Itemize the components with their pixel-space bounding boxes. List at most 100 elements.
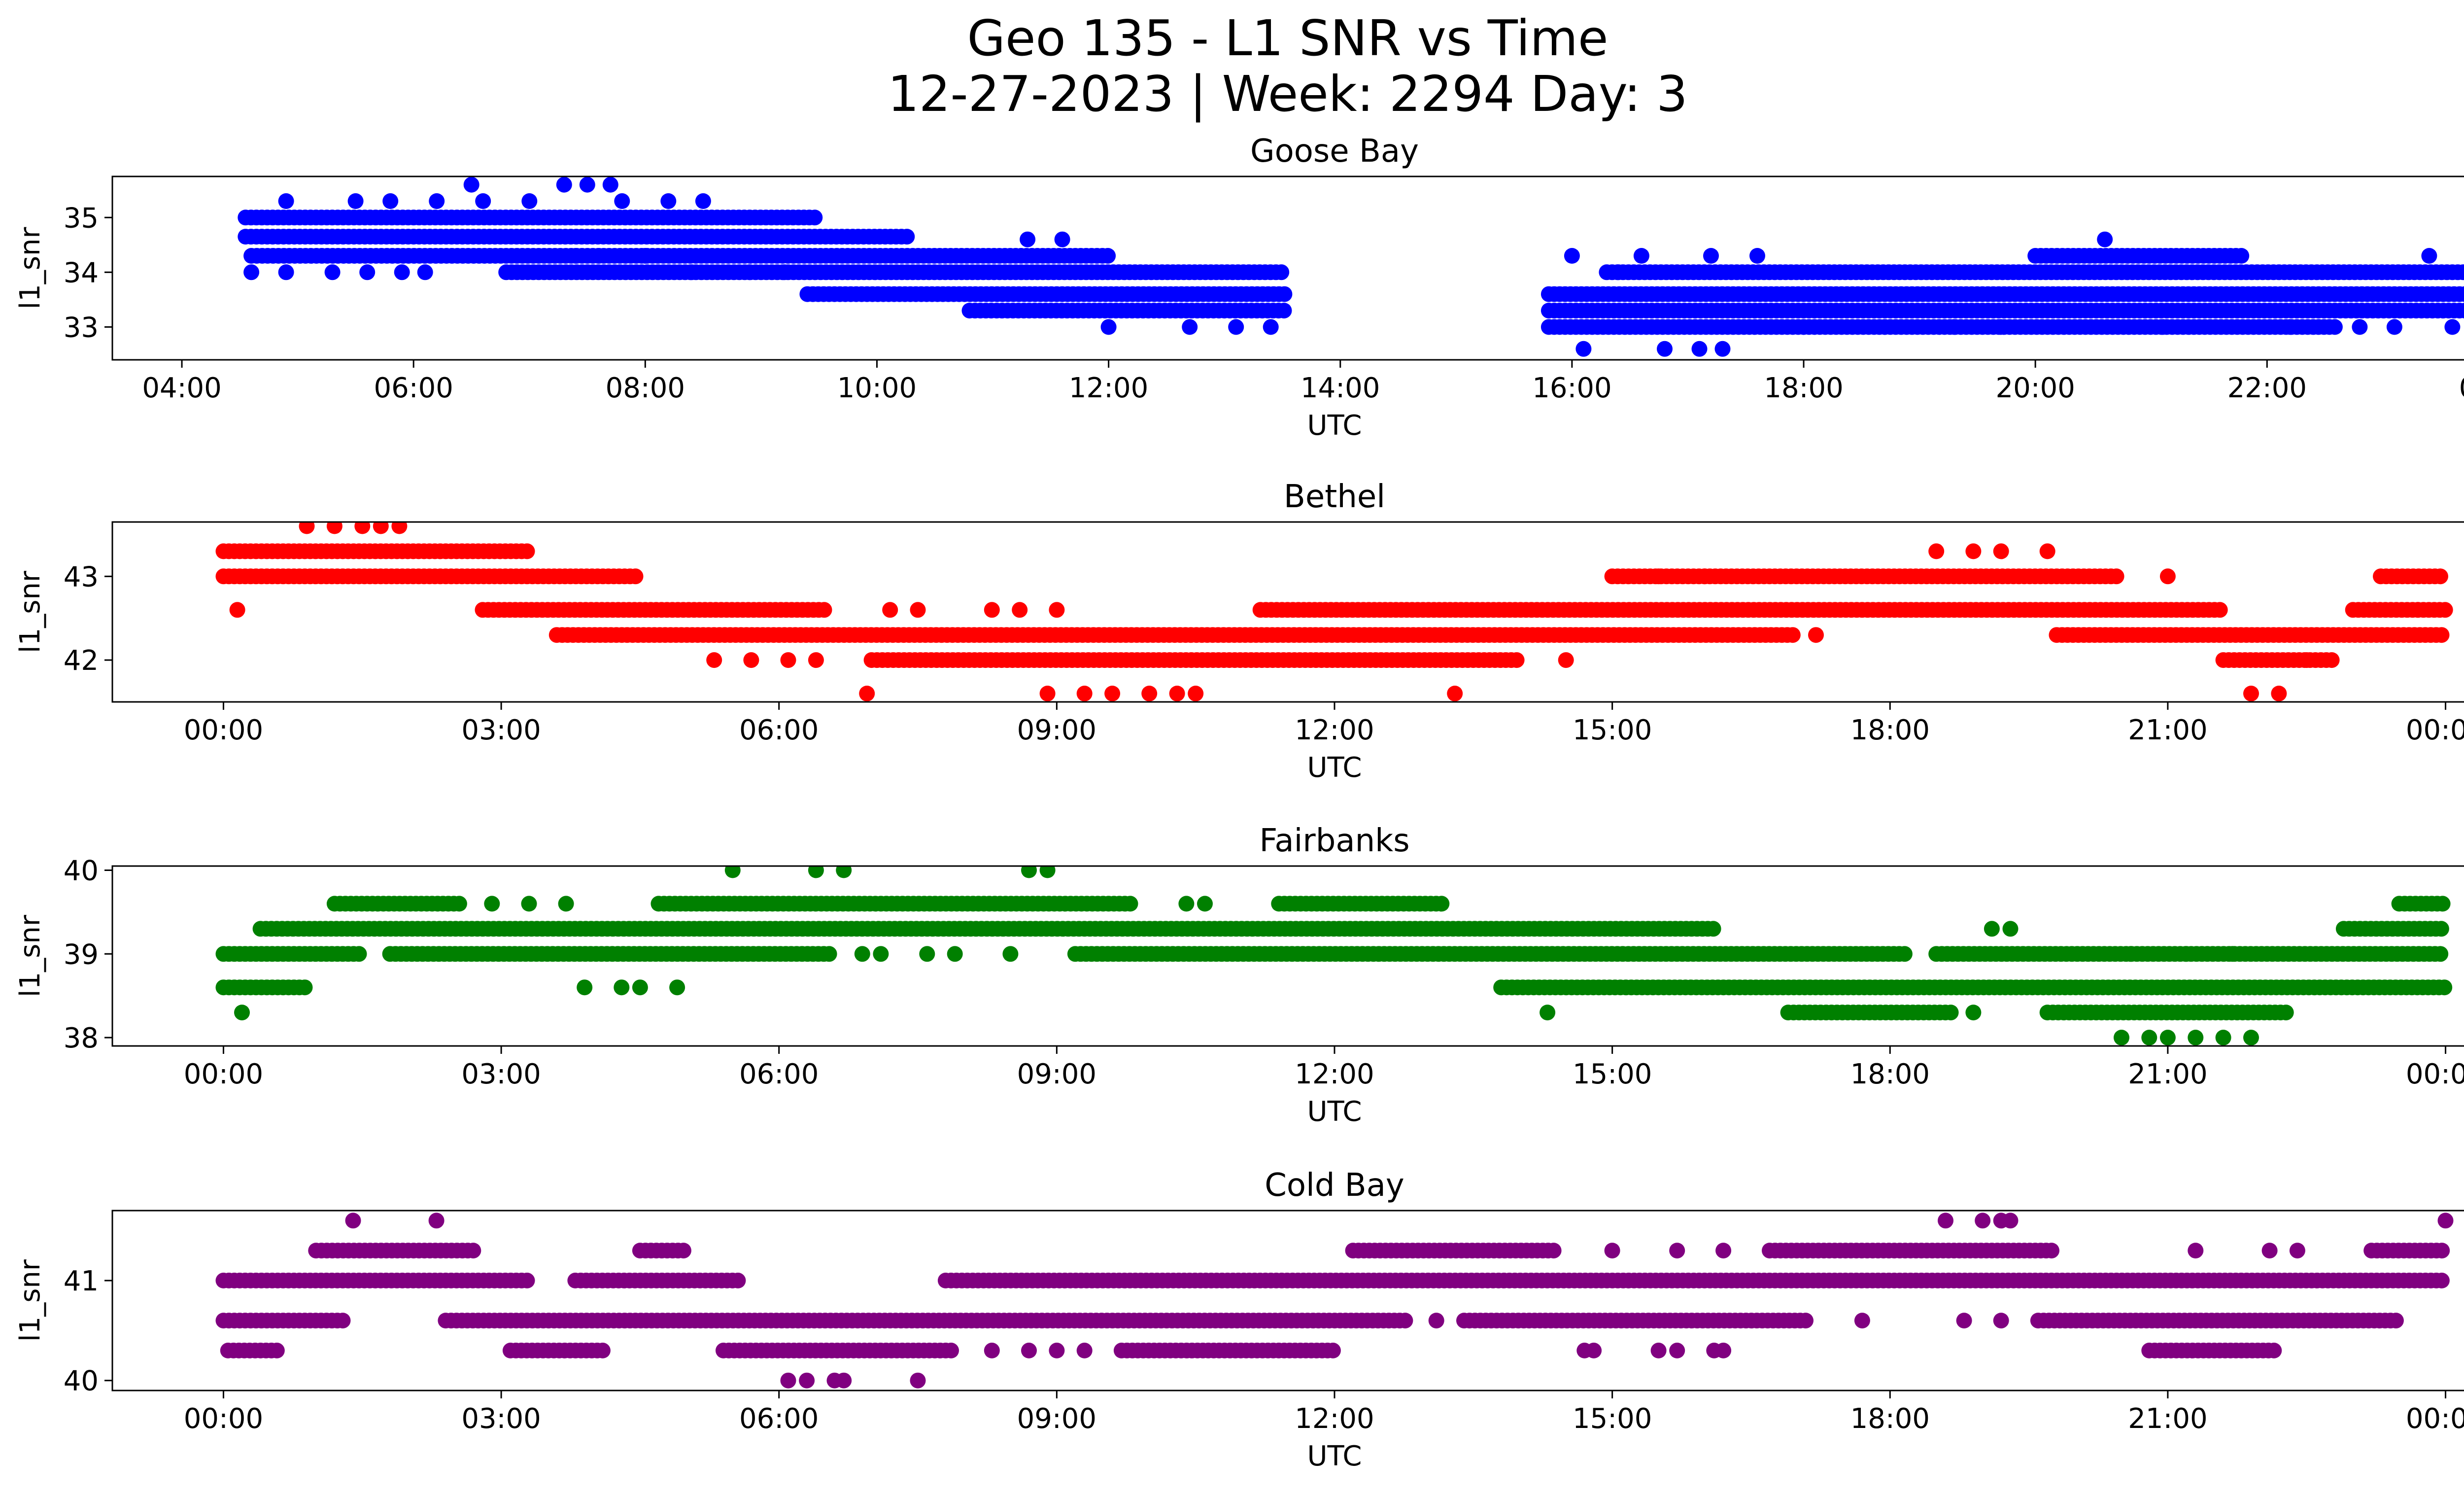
x-tick-label: 00:00 xyxy=(2406,1403,2464,1435)
x-tick-label: 03:00 xyxy=(461,1058,541,1090)
data-point xyxy=(1054,231,1070,247)
data-point xyxy=(1938,1213,1953,1229)
data-point xyxy=(451,896,467,912)
data-point xyxy=(484,896,500,912)
data-point xyxy=(299,522,315,534)
data-point xyxy=(2324,652,2340,668)
x-tick-label: 21:00 xyxy=(2128,1403,2207,1435)
data-point xyxy=(2298,652,2315,668)
axes-frame xyxy=(111,175,2464,361)
data-point xyxy=(345,1213,361,1229)
data-point xyxy=(1604,1243,1620,1259)
data-point xyxy=(2282,319,2298,335)
data-point xyxy=(558,896,574,912)
data-point xyxy=(324,264,341,280)
data-point xyxy=(854,946,870,962)
y-tick-label: 34 xyxy=(64,257,99,289)
data-point xyxy=(1049,602,1065,618)
data-point xyxy=(1956,1313,1972,1329)
data-point xyxy=(428,1213,445,1229)
x-tick-label: 00:00 xyxy=(2406,1058,2464,1090)
data-point xyxy=(2462,289,2464,299)
data-point xyxy=(335,1313,351,1329)
x-tick-label: 00:00 xyxy=(2459,372,2464,404)
data-point xyxy=(2178,946,2194,962)
y-axis-label: l1_snr xyxy=(14,914,46,997)
data-point xyxy=(2437,1213,2454,1229)
data-point xyxy=(602,176,618,193)
x-tick-label: 04:00 xyxy=(142,372,221,404)
data-point xyxy=(675,1243,691,1259)
data-point xyxy=(2457,286,2464,302)
data-point xyxy=(660,193,677,209)
data-point xyxy=(1705,921,1721,937)
data-point xyxy=(2432,946,2449,962)
x-tick-label: 00:00 xyxy=(184,714,263,746)
x-tick-label: 20:00 xyxy=(1995,372,2075,404)
data-point xyxy=(882,602,898,618)
data-point xyxy=(2457,303,2464,318)
x-tick-label: 00:00 xyxy=(184,1403,263,1435)
data-point xyxy=(1002,946,1019,962)
data-point xyxy=(1714,341,1731,357)
y-tick-label: 41 xyxy=(64,1265,99,1297)
data-point xyxy=(269,1342,285,1358)
data-point xyxy=(1169,686,1185,701)
data-point xyxy=(2108,568,2124,585)
data-point xyxy=(594,1342,611,1358)
x-tick-label: 06:00 xyxy=(739,1403,819,1435)
data-point xyxy=(234,1005,250,1021)
data-point xyxy=(2433,921,2449,937)
data-point xyxy=(1798,1313,1814,1329)
data-point xyxy=(2002,1213,2019,1229)
data-point xyxy=(1178,896,1195,912)
data-point xyxy=(1796,319,1812,335)
data-point xyxy=(614,193,630,209)
data-point xyxy=(1434,896,1450,912)
x-tick-label: 03:00 xyxy=(461,1403,541,1435)
x-tick-label: 08:00 xyxy=(606,372,685,404)
data-point xyxy=(2433,627,2450,643)
data-point xyxy=(836,866,852,878)
subplot-title: Bethel xyxy=(1284,479,1385,515)
x-tick-label: 15:00 xyxy=(1573,714,1652,746)
data-point xyxy=(1943,1005,1959,1021)
data-point xyxy=(808,866,824,878)
data-point xyxy=(1100,319,1117,335)
data-point xyxy=(859,686,875,701)
y-tick-label: 33 xyxy=(64,312,99,344)
y-tick-label: 38 xyxy=(64,1022,99,1054)
data-point xyxy=(2188,1243,2204,1259)
y-tick-label: 40 xyxy=(64,1365,99,1397)
data-point xyxy=(695,193,711,209)
x-tick-label: 09:00 xyxy=(1017,714,1096,746)
x-tick-label: 14:00 xyxy=(1300,372,1380,404)
data-point xyxy=(1049,1342,1065,1358)
data-point xyxy=(1263,319,1279,335)
data-point xyxy=(1021,866,1037,878)
data-point xyxy=(2289,1243,2305,1259)
x-tick-label: 00:00 xyxy=(184,1058,263,1090)
data-point xyxy=(821,946,837,962)
x-tick-label: 12:00 xyxy=(1295,1403,1374,1435)
data-point xyxy=(947,946,963,962)
data-point xyxy=(1610,264,1626,280)
data-point xyxy=(1564,248,1580,264)
data-point xyxy=(1228,319,1244,335)
subplot-title: Cold Bay xyxy=(1265,1167,1404,1204)
data-point xyxy=(2215,1030,2231,1045)
data-point xyxy=(1122,896,1138,912)
data-point xyxy=(2044,1243,2059,1259)
data-point xyxy=(1808,627,1824,643)
x-tick-label: 06:00 xyxy=(739,1058,819,1090)
data-point xyxy=(278,264,294,280)
data-point xyxy=(1715,1342,1732,1358)
data-point xyxy=(1984,921,2000,937)
data-point xyxy=(1545,1243,1562,1259)
data-point xyxy=(2278,1005,2294,1021)
data-point xyxy=(243,264,260,280)
data-point xyxy=(2141,1030,2157,1045)
data-point xyxy=(2437,602,2453,618)
data-point xyxy=(1076,1342,1093,1358)
